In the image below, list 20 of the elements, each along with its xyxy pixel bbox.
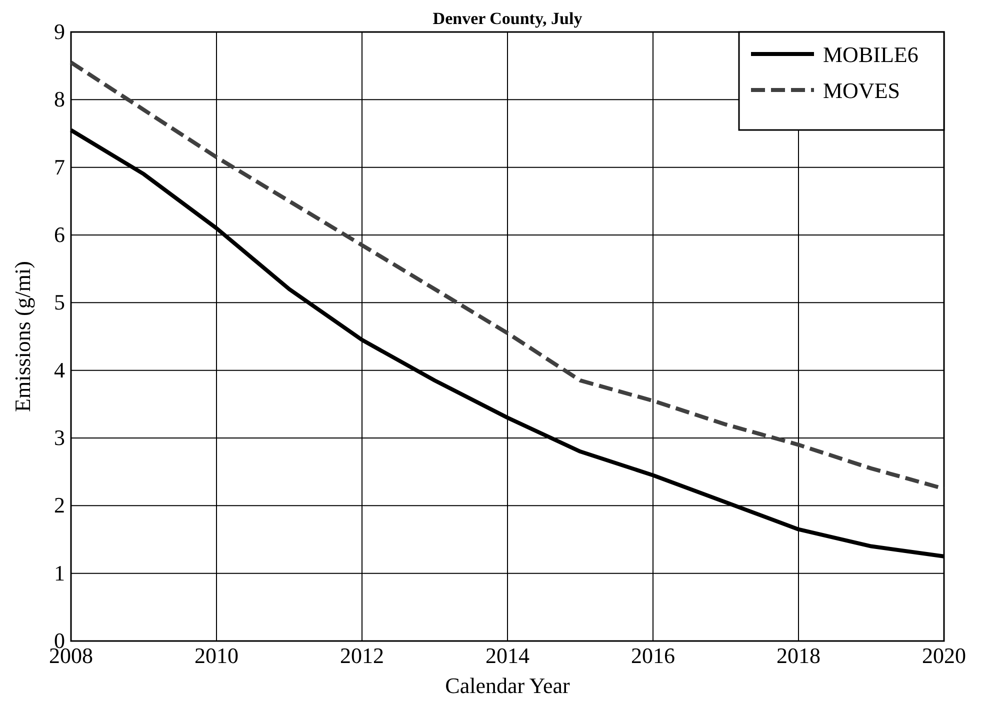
y-axis-title: Emissions (g/mi): [10, 261, 35, 412]
y-tick-label: 2: [54, 492, 65, 518]
legend-label: MOBILE6: [823, 42, 918, 67]
x-tick-label: 2012: [340, 643, 384, 668]
x-tick-label: 2016: [631, 643, 675, 668]
chart-title: Denver County, July: [432, 9, 583, 28]
y-tick-label: 7: [54, 154, 65, 180]
y-tick-label: 9: [54, 19, 65, 44]
y-tick-label: 4: [54, 357, 65, 382]
x-axis-title: Calendar Year: [445, 673, 570, 698]
x-tick-label: 2010: [194, 643, 238, 668]
x-tick-label: 2014: [486, 643, 530, 668]
y-tick-label: 3: [54, 425, 65, 450]
x-tick-label: 2020: [922, 643, 966, 668]
legend-label: MOVES: [823, 78, 900, 103]
y-tick-label: 8: [54, 86, 65, 112]
y-tick-label: 5: [54, 290, 65, 315]
y-tick-label: 6: [54, 222, 65, 247]
y-tick-label: 1: [54, 560, 65, 586]
x-tick-label: 2018: [776, 643, 820, 668]
